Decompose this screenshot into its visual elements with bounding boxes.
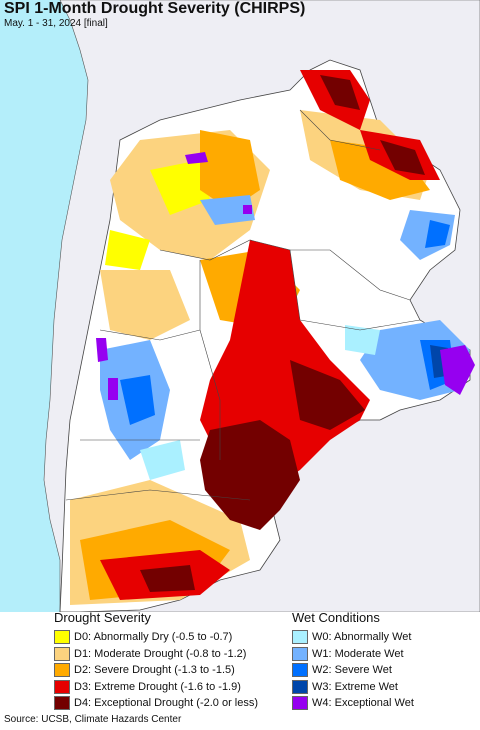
legend-label-d3: D3: Extreme Drought (-1.6 to -1.9) [74, 680, 241, 693]
legend-label-d1: D1: Moderate Drought (-0.8 to -1.2) [74, 647, 247, 660]
legend-item-d4: D4: Exceptional Drought (-2.0 or less) [54, 695, 284, 712]
legend-label-w1: W1: Moderate Wet [312, 647, 404, 660]
swatch-d0 [54, 630, 70, 645]
swatch-w0 [292, 630, 308, 645]
legend-label-w0: W0: Abnormally Wet [312, 631, 412, 644]
map-subtitle: May. 1 - 31, 2024 [final] [4, 18, 108, 29]
legend-item-w3: W3: Extreme Wet [292, 679, 480, 696]
legend-label-d0: D0: Abnormally Dry (-0.5 to -0.7) [74, 631, 233, 644]
legend-label-w4: W4: Exceptional Wet [312, 697, 414, 710]
legend-item-d3: D3: Extreme Drought (-1.6 to -1.9) [54, 679, 284, 696]
wet-legend-title: Wet Conditions [292, 610, 380, 625]
swatch-w4 [292, 696, 308, 711]
drought-map [0, 0, 480, 612]
swatch-w2 [292, 663, 308, 678]
legend-label-d2: D2: Severe Drought (-1.3 to -1.5) [74, 664, 235, 677]
swatch-d2 [54, 663, 70, 678]
swatch-d3 [54, 679, 70, 694]
legend-label-w3: W3: Extreme Wet [312, 680, 398, 693]
legend-item-w0: W0: Abnormally Wet [292, 629, 480, 646]
legend-item-d2: D2: Severe Drought (-1.3 to -1.5) [54, 662, 284, 679]
drought-legend: Drought Severity D0: Abnormally Dry (-0.… [54, 610, 284, 712]
w0-areas [140, 325, 380, 480]
source-credit: Source: UCSB, Climate Hazards Center [4, 714, 182, 725]
map-title: SPI 1-Month Drought Severity (CHIRPS) [4, 0, 306, 17]
swatch-w3 [292, 679, 308, 694]
swatch-w1 [292, 646, 308, 661]
legend-item-w4: W4: Exceptional Wet [292, 695, 480, 712]
admin-boundaries [65, 109, 421, 501]
legend-label-w2: W2: Severe Wet [312, 664, 392, 677]
w4-areas [96, 152, 475, 400]
legend-label-d4: D4: Exceptional Drought (-2.0 or less) [74, 697, 259, 710]
legend-item-w1: W1: Moderate Wet [292, 646, 480, 663]
d4-areas [140, 75, 425, 592]
swatch-d1 [54, 646, 70, 661]
legend-item-d1: D1: Moderate Drought (-0.8 to -1.2) [54, 646, 284, 663]
wet-legend: Wet Conditions W0: Abnormally Wet W1: Mo… [292, 610, 480, 712]
legend-item-w2: W2: Severe Wet [292, 662, 480, 679]
drought-legend-title: Drought Severity [54, 610, 151, 625]
legend-item-d0: D0: Abnormally Dry (-0.5 to -0.7) [54, 629, 284, 646]
swatch-d4 [54, 696, 70, 711]
d0-areas [105, 160, 210, 270]
